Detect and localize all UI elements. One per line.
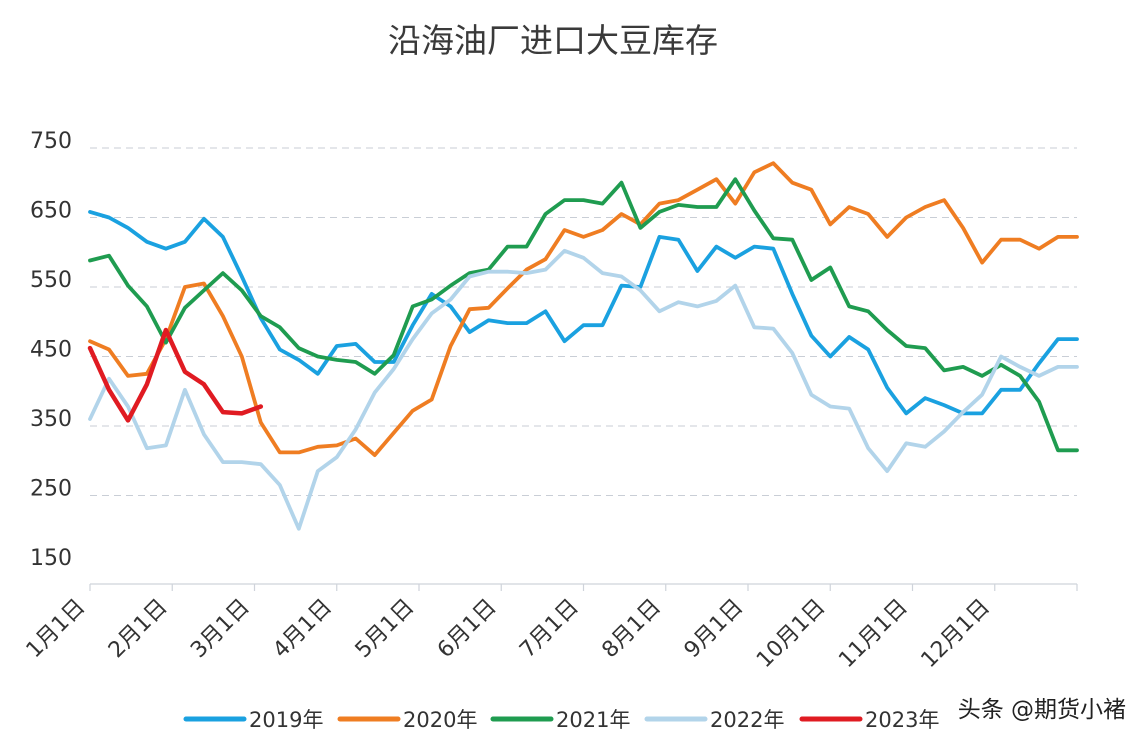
- legend-label: 2023年: [865, 708, 939, 732]
- grid: [90, 147, 1077, 496]
- series-line-2021年: [88, 177, 1079, 453]
- y-tick-label: 150: [30, 546, 72, 571]
- x-tick-label: 11月1日: [834, 595, 912, 673]
- watermark: 头条 @期货小褚: [958, 697, 1126, 723]
- x-tick-label: 9月1日: [680, 595, 749, 664]
- series-line-2022年: [88, 248, 1079, 531]
- legend-label: 2019年: [249, 708, 323, 732]
- y-tick-label: 450: [30, 338, 72, 363]
- series-line-2023年: [87, 327, 264, 423]
- legend-label: 2022年: [710, 708, 784, 732]
- x-tick-labels: 1月1日 2月1日 3月1日 4月1日 5月1日 6月1日 7月1日 8月1日 9月1日 10月1…: [22, 595, 995, 673]
- x-tick-label: 6月1日: [433, 595, 502, 664]
- legend: 2019年 2020年 2021年 2022年 2023年: [183, 708, 939, 732]
- y-tick-label: 350: [30, 407, 72, 432]
- x-tick-label: 12月1日: [917, 595, 995, 673]
- series-lines: [87, 161, 1079, 531]
- x-tick-label: 2月1日: [104, 595, 173, 664]
- y-tick-label: 550: [30, 268, 72, 293]
- y-tick-label: 650: [30, 199, 72, 224]
- x-axis: [89, 583, 1078, 591]
- x-tick-label: 4月1日: [268, 595, 337, 664]
- y-tick-label: 750: [30, 129, 72, 154]
- series-line-2020年: [88, 161, 1079, 458]
- x-tick-label: 5月1日: [351, 595, 420, 664]
- x-tick-label: 3月1日: [186, 595, 255, 664]
- x-tick-label: 8月1日: [597, 595, 666, 664]
- series-line-2019年: [88, 209, 1079, 416]
- legend-label: 2020年: [403, 708, 477, 732]
- x-tick-label: 10月1日: [752, 595, 830, 673]
- chart-title: 沿海油厂进口大豆库存: [388, 21, 718, 60]
- x-tick-label: 1月1日: [22, 595, 91, 664]
- legend-label: 2021年: [556, 708, 630, 732]
- y-tick-labels: 150 250 350 450 550 650 750: [30, 129, 72, 571]
- x-tick-label: 7月1日: [515, 595, 584, 664]
- y-tick-label: 250: [30, 477, 72, 502]
